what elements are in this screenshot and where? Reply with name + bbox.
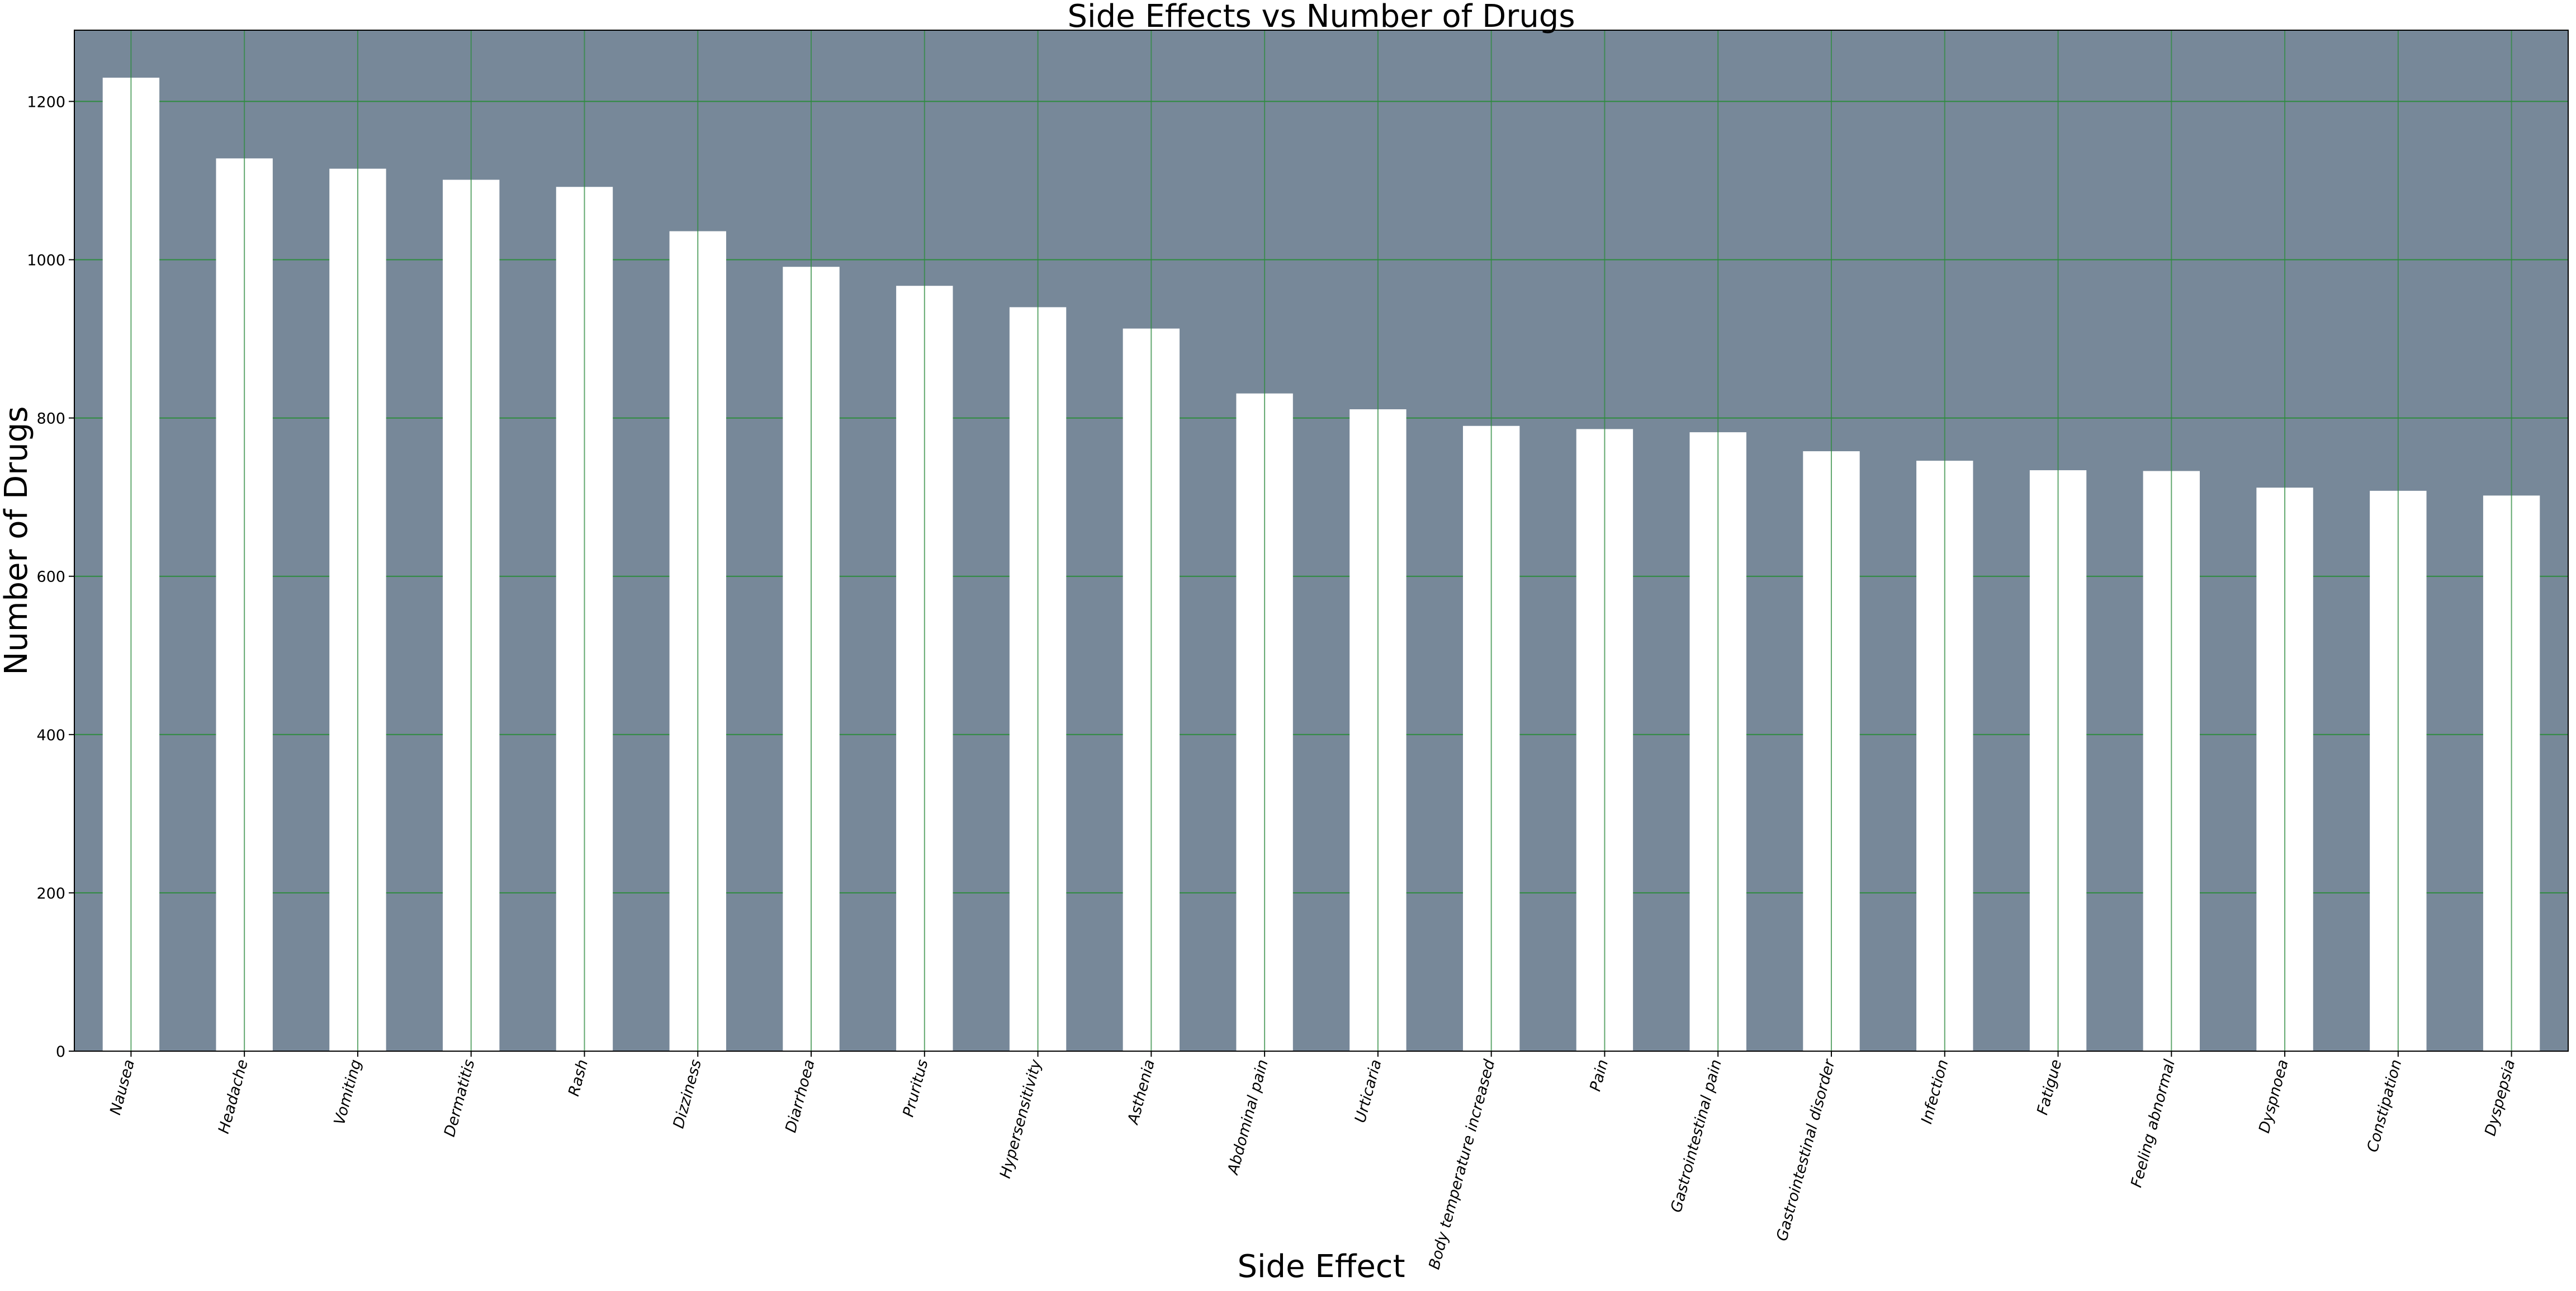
x-tick-label: Constipation (2364, 1058, 2405, 1154)
y-tick-label: 200 (36, 885, 65, 902)
x-tick-label: Rash (565, 1058, 591, 1098)
x-tick-label: Vomiting (331, 1058, 365, 1127)
y-tick-label: 0 (56, 1043, 65, 1061)
x-axis-title: Side Effect (1237, 1249, 1405, 1285)
x-tick-label: Dermatitis (441, 1058, 479, 1139)
x-tick-label: Gastrointestinal disorder (1773, 1057, 1839, 1243)
chart-title: Side Effects vs Number of Drugs (1067, 0, 1575, 35)
x-tick-label: Gastrointestinal pain (1668, 1058, 1725, 1214)
plot-frame (74, 30, 2569, 1052)
y-axis-ticks: 0 200 400 600 800 1000 1200 (27, 93, 74, 1061)
y-tick-label: 1000 (27, 252, 65, 269)
x-tick-label: Hypersensitivity (997, 1057, 1045, 1180)
y-axis-title: Number of Drugs (0, 406, 35, 675)
x-tick-label: Dyspnoea (2256, 1058, 2292, 1135)
x-tick-label: Fatigue (2034, 1058, 2065, 1117)
y-tick-label: 600 (36, 569, 65, 586)
y-tick-label: 1200 (27, 93, 65, 111)
x-tick-label: Headache (215, 1058, 252, 1136)
vertical-grid-layer (130, 30, 2512, 1051)
x-tick-label: Nausea (107, 1058, 138, 1117)
x-tick-label: Feeling abnormal (2128, 1057, 2179, 1189)
x-axis-ticks: Nausea Headache Vomiting Dermatitis Rash Dizz… (107, 1051, 2518, 1271)
x-tick-label: Urticaria (1352, 1058, 1385, 1125)
x-tick-label: Pain (1587, 1058, 1612, 1094)
x-tick-label: Pruritus (899, 1058, 931, 1119)
x-tick-label: Infection (1918, 1058, 1952, 1126)
x-tick-label: Dyspepsia (2482, 1058, 2518, 1138)
x-tick-label: Diarrhoea (782, 1058, 818, 1134)
x-tick-label: Body temperature increased (1426, 1057, 1498, 1271)
y-tick-label: 800 (36, 410, 65, 428)
x-tick-label: Abdominal pain (1224, 1058, 1272, 1177)
y-tick-label: 400 (36, 727, 65, 744)
x-tick-label: Dizziness (670, 1058, 705, 1131)
x-tick-label: Asthenia (1124, 1058, 1158, 1127)
